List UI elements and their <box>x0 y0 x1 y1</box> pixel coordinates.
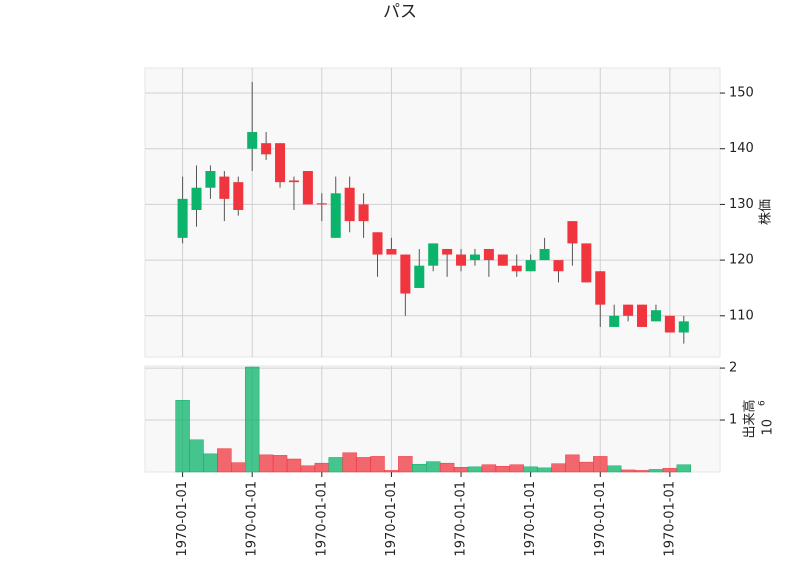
candle-body <box>247 132 258 149</box>
candle-body <box>650 310 661 322</box>
candle-body <box>483 248 494 261</box>
candle-body <box>344 187 355 222</box>
volume-bar <box>495 466 511 473</box>
volume-bar <box>509 464 524 473</box>
candle-body <box>386 248 397 255</box>
volume-bar <box>620 469 636 473</box>
volume-bar <box>272 455 288 473</box>
candle-body <box>497 254 508 266</box>
volume-bar <box>662 468 678 473</box>
candle-body <box>539 248 550 261</box>
candle-body <box>205 171 216 188</box>
volume-bar <box>328 457 343 473</box>
candle-body <box>261 143 272 155</box>
volume-bar <box>648 469 664 473</box>
candle-body <box>288 180 299 183</box>
volume-bar <box>593 456 608 473</box>
y-tick-label: 140 <box>729 141 754 156</box>
candle-body <box>233 182 244 210</box>
volume-bar <box>231 462 246 473</box>
x-tick-label: 1970-01-01 <box>454 481 469 557</box>
y-tick-label: 130 <box>729 197 754 212</box>
x-tick-label: 1970-01-01 <box>593 481 608 557</box>
volume-bar <box>244 366 260 473</box>
x-tick-label: 1970-01-01 <box>314 481 329 557</box>
volume-bar <box>606 465 622 473</box>
candle-body <box>275 143 286 183</box>
candle-body <box>637 304 648 327</box>
candle-body <box>442 248 453 255</box>
candle-body <box>358 204 369 222</box>
candle-body <box>525 260 536 272</box>
volume-bar <box>565 454 580 473</box>
x-tick-label: 1970-01-01 <box>384 481 399 557</box>
volume-axis-label: 出来高 <box>742 399 758 438</box>
volume-bar <box>634 470 650 473</box>
volume-bar <box>175 400 190 473</box>
x-tick-label: 1970-01-01 <box>245 481 260 557</box>
y-axis-label: 株価 <box>759 199 774 225</box>
candle-body <box>191 187 202 210</box>
volume-bar <box>676 464 692 473</box>
candle-body <box>316 203 327 205</box>
candle-body <box>664 315 675 333</box>
volume-bar <box>384 470 399 473</box>
volume-bar <box>286 458 302 473</box>
x-tick-label: 1970-01-01 <box>523 481 538 557</box>
volume-bar <box>189 439 204 473</box>
volume-bar <box>537 467 552 473</box>
candle-body <box>330 193 341 238</box>
volume-bar <box>314 462 330 473</box>
candle-body <box>678 321 689 333</box>
volume-bar <box>481 464 497 473</box>
candle-body <box>567 221 578 244</box>
candle-body <box>469 254 480 261</box>
volume-bar <box>258 454 274 473</box>
volume-bar <box>551 463 566 473</box>
volume-bar <box>439 462 455 473</box>
y-tick-label: 110 <box>729 308 754 323</box>
volume-bar <box>370 456 385 473</box>
candle-body <box>595 271 606 305</box>
volume-bar <box>356 457 371 473</box>
y-tick-label: 120 <box>729 253 754 268</box>
candle-body <box>609 315 620 327</box>
volume-bar <box>412 463 427 473</box>
x-tick-label: 1970-01-01 <box>175 481 190 557</box>
candle-body <box>414 265 425 288</box>
candle-body <box>219 176 230 199</box>
volume-bar <box>398 456 413 473</box>
volume-bar <box>300 465 316 473</box>
volume-panel <box>144 365 721 473</box>
chart-title: パス <box>383 2 417 22</box>
candle-body <box>456 254 467 266</box>
candle-body <box>553 260 564 272</box>
candle-body <box>372 232 383 255</box>
volume-bar <box>467 466 483 473</box>
candle-body <box>400 254 411 294</box>
volume-bar <box>579 461 594 473</box>
x-tick-label: 1970-01-01 <box>662 481 677 557</box>
volume-bar <box>425 461 441 473</box>
candle-body <box>581 243 592 283</box>
y2-tick-label: 2 <box>729 361 737 376</box>
candle-body <box>428 243 439 266</box>
candle-body <box>177 198 188 238</box>
volume-bar <box>203 453 218 473</box>
volume-bar <box>342 452 357 473</box>
candle-body <box>623 304 634 316</box>
offset-base: 10 <box>761 419 776 436</box>
price-panel <box>144 67 721 358</box>
volume-bar <box>523 466 538 473</box>
candle-body <box>511 265 522 272</box>
y2-tick-label: 1 <box>729 413 737 428</box>
offset-exponent: 6 <box>758 400 768 406</box>
candle-body <box>302 171 313 205</box>
volume-bar <box>453 467 469 473</box>
volume-bar <box>217 448 232 473</box>
y-tick-label: 150 <box>729 86 754 101</box>
